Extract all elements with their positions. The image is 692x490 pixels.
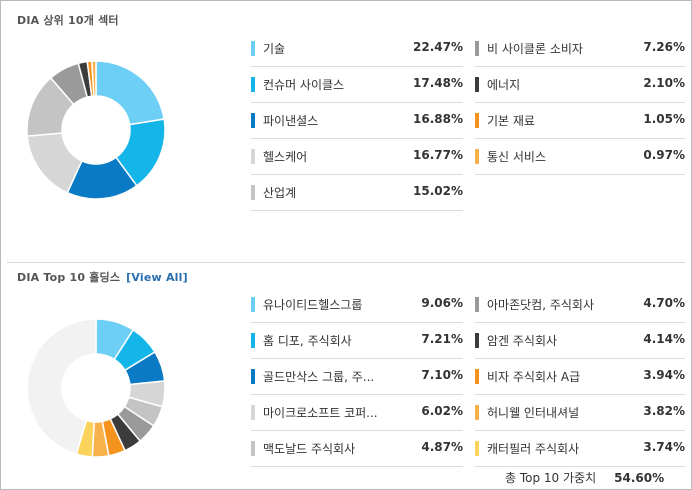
legend-label: 골드만삭스 그룹, 주... [263, 370, 375, 384]
section-divider [7, 262, 685, 263]
legend-swatch [475, 405, 479, 420]
legend-label: 홈 디포, 주식회사 [263, 334, 352, 348]
holding-row: 맥도날드 주식회사 4.87% [251, 431, 463, 467]
legend-label: 기술 [263, 42, 286, 56]
legend-value: 15.02% [413, 184, 463, 198]
legend-value: 16.88% [413, 112, 463, 126]
legend-label: 헬스케어 [263, 150, 308, 164]
legend-swatch [251, 185, 255, 200]
legend-label: 비 사이클론 소비자 [487, 42, 583, 56]
holding-row: 캐터필러 주식회사 3.74% [475, 431, 685, 467]
legend-swatch [251, 405, 255, 420]
legend-label: 유나이티드헬스그룹 [263, 298, 363, 312]
donut-slice [26, 318, 97, 456]
legend-swatch [251, 441, 255, 456]
sector-row: 헬스케어 16.77% [251, 139, 463, 175]
legend-swatch [251, 297, 255, 312]
legend-value: 6.02% [421, 404, 463, 418]
legend-label: 암겐 주식회사 [487, 334, 558, 348]
legend-value: 4.70% [643, 296, 685, 310]
donut-slice [95, 60, 165, 126]
legend-swatch [475, 113, 479, 128]
legend-value: 22.47% [413, 40, 463, 54]
legend-swatch [251, 369, 255, 384]
legend-label: 파이낸셜스 [263, 114, 319, 128]
legend-swatch [251, 113, 255, 128]
legend-value: 4.14% [643, 332, 685, 346]
holding-row: 허니웰 인터내셔널 3.82% [475, 395, 685, 431]
sector-donut-chart [26, 60, 166, 200]
sector-row: 비 사이클론 소비자 7.26% [475, 31, 685, 67]
sector-row: 기술 22.47% [251, 31, 463, 67]
total-weight-row: 총 Top 10 가중치 54.60% [505, 469, 664, 486]
legend-swatch [475, 297, 479, 312]
sector-row: 에너지 2.10% [475, 67, 685, 103]
legend-swatch [475, 77, 479, 92]
legend-swatch [475, 441, 479, 456]
total-weight-value: 54.60% [614, 471, 665, 485]
legend-label: 통신 서비스 [487, 150, 547, 164]
legend-label: 허니웰 인터내셔널 [487, 406, 580, 420]
holdings-donut-chart [26, 318, 166, 458]
legend-label: 캐터필러 주식회사 [487, 442, 580, 456]
legend-label: 마이크로소프트 코퍼... [263, 406, 378, 420]
sectors-title-text: DIA 상위 10개 섹터 [17, 14, 119, 27]
holding-row: 아마존닷컴, 주식회사 4.70% [475, 287, 685, 323]
total-weight-label: 총 Top 10 가중치 [505, 471, 597, 485]
legend-swatch [475, 333, 479, 348]
legend-value: 7.26% [643, 40, 685, 54]
legend-label: 에너지 [487, 78, 521, 92]
legend-value: 3.74% [643, 440, 685, 454]
holding-row: 비자 주식회사 A급 3.94% [475, 359, 685, 395]
sector-row: 컨슈머 사이클스 17.48% [251, 67, 463, 103]
holding-row: 암겐 주식회사 4.14% [475, 323, 685, 359]
legend-value: 7.21% [421, 332, 463, 346]
sector-row: 통신 서비스 0.97% [475, 139, 685, 175]
legend-value: 3.94% [643, 368, 685, 382]
legend-label: 맥도날드 주식회사 [263, 442, 356, 456]
legend-swatch [251, 77, 255, 92]
legend-value: 16.77% [413, 148, 463, 162]
legend-swatch [475, 41, 479, 56]
holdings-section-title: DIA Top 10 홀딩스 [View All] [17, 269, 188, 285]
legend-label: 비자 주식회사 A급 [487, 370, 581, 384]
holdings-title-text: DIA Top 10 홀딩스 [17, 271, 121, 284]
legend-value: 2.10% [643, 76, 685, 90]
view-all-link[interactable]: [View All] [126, 271, 188, 284]
legend-value: 7.10% [421, 368, 463, 382]
holding-row: 홈 디포, 주식회사 7.21% [251, 323, 463, 359]
donut-slice [91, 60, 97, 97]
holding-row: 골드만삭스 그룹, 주... 7.10% [251, 359, 463, 395]
legend-value: 0.97% [643, 148, 685, 162]
holding-row: 유나이티드헬스그룹 9.06% [251, 287, 463, 323]
legend-value: 9.06% [421, 296, 463, 310]
legend-value: 3.82% [643, 404, 685, 418]
sector-list-right: 비 사이클론 소비자 7.26% 에너지 2.10% 기본 재료 1.05% 통신 서비스 0… [475, 31, 685, 175]
legend-value: 17.48% [413, 76, 463, 90]
legend-label: 컨슈머 사이클스 [263, 78, 345, 92]
sector-row: 기본 재료 1.05% [475, 103, 685, 139]
sectors-section-title: DIA 상위 10개 섹터 [17, 12, 119, 28]
legend-label: 기본 재료 [487, 114, 535, 128]
legend-swatch [475, 369, 479, 384]
legend-swatch [251, 149, 255, 164]
sector-list-left: 기술 22.47% 컨슈머 사이클스 17.48% 파이낸셜스 16.88% 헬스케어 16.… [251, 31, 463, 211]
holdings-list-right: 아마존닷컴, 주식회사 4.70% 암겐 주식회사 4.14% 비자 주식회사 A급 3.… [475, 287, 685, 467]
legend-value: 4.87% [421, 440, 463, 454]
holdings-list-left: 유나이티드헬스그룹 9.06% 홈 디포, 주식회사 7.21% 골드만삭스 그룹, 주… [251, 287, 463, 467]
legend-swatch [251, 41, 255, 56]
legend-value: 1.05% [643, 112, 685, 126]
legend-swatch [475, 149, 479, 164]
holding-row: 마이크로소프트 코퍼... 6.02% [251, 395, 463, 431]
sector-row: 파이낸셜스 16.88% [251, 103, 463, 139]
legend-swatch [251, 333, 255, 348]
sector-row: 산업계 15.02% [251, 175, 463, 211]
legend-label: 아마존닷컴, 주식회사 [487, 298, 594, 312]
legend-label: 산업계 [263, 186, 297, 200]
